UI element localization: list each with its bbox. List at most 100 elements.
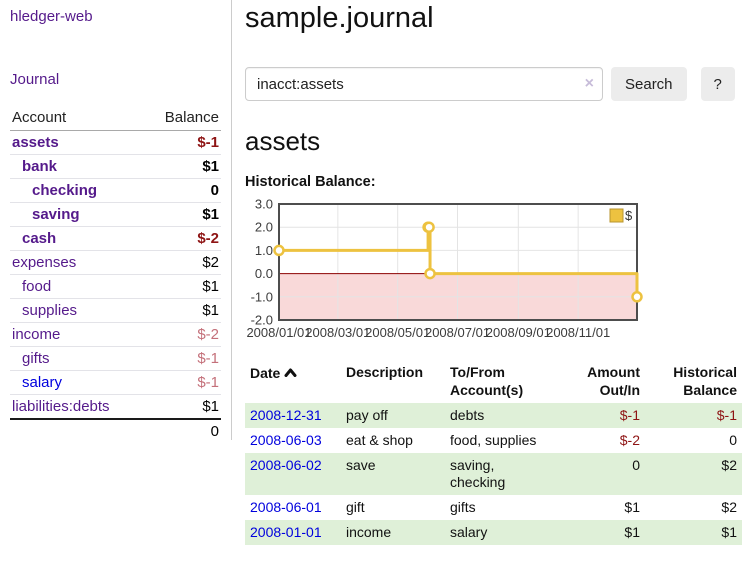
transaction-date-link[interactable]: 2008-01-01	[250, 524, 322, 540]
register-amount-cell: $1	[557, 520, 645, 545]
sidebar-account-row: saving $1	[10, 202, 221, 226]
register-amount-cell: $-2	[619, 432, 640, 448]
sidebar-account-link[interactable]: salary	[22, 374, 63, 391]
register-date-cell: 2008-06-03	[245, 428, 341, 453]
app-title-link[interactable]: hledger-web	[10, 8, 93, 25]
account-balance: $-1	[197, 134, 219, 151]
legend-swatch	[609, 208, 624, 223]
data-point-marker[interactable]	[273, 244, 285, 257]
transaction-date-link[interactable]: 2008-06-03	[250, 432, 322, 448]
transaction-date-link[interactable]: 2008-06-01	[250, 499, 322, 515]
clear-search-icon[interactable]: ×	[584, 75, 594, 92]
sidebar-account-link[interactable]: food	[22, 278, 52, 295]
transaction-date-link[interactable]: 2008-06-02	[250, 457, 322, 473]
balance-column-header: Balance	[164, 109, 219, 126]
chart-container: $3.0 2.0 1.0 0.0 -1.0 -2.0 2008/01/01 2008/03/0…	[245, 197, 742, 346]
register-date-cell: 2008-06-02	[245, 453, 341, 495]
help-button[interactable]: ?	[700, 67, 735, 101]
sidebar-account-row: supplies $1	[10, 298, 221, 322]
sidebar-account-link[interactable]: supplies	[22, 302, 78, 319]
column-header-accounts: To/From Account(s)	[450, 364, 524, 398]
account-balance: $-1	[197, 350, 219, 367]
register-accounts-cell: gifts	[450, 499, 476, 515]
register-row: 2008-06-02 save saving, checking 0 $2	[245, 453, 742, 495]
register-row: 2008-12-31 pay off debts $-1 $-1	[245, 403, 742, 428]
account-column-header: Account	[12, 109, 67, 126]
register-accounts-cell: debts	[445, 403, 557, 428]
sidebar-account-row: cash $-2	[10, 226, 221, 250]
sidebar-account-link[interactable]: assets	[12, 134, 59, 151]
sidebar-account-link[interactable]: income	[12, 326, 61, 343]
accounts-panel: Account Balance assets $-1 bank $1 checking 0…	[10, 107, 221, 443]
sidebar-account-row: expenses $2	[10, 250, 221, 274]
register-amount-cell: 0	[557, 453, 645, 495]
account-balance: $1	[202, 278, 219, 295]
data-point-marker[interactable]	[423, 221, 435, 233]
register-header-row: Date Description To/From Account(s) Amou…	[245, 361, 742, 403]
register-amount-cell: $1	[624, 499, 640, 515]
x-axis-tick-label: 2008/11/01	[546, 325, 610, 340]
transaction-date-link[interactable]: 2008-12-31	[250, 407, 322, 423]
register-accounts-cell: food, supplies	[450, 432, 537, 448]
y-axis-tick-label: 1.0	[255, 243, 273, 258]
register-date-cell: 2008-01-01	[245, 520, 341, 545]
sidebar-account-link[interactable]: liabilities:debts	[12, 398, 110, 415]
sidebar-account-link[interactable]: cash	[22, 230, 57, 247]
y-axis-tick-label: 0.0	[255, 266, 273, 281]
register-balance-cell: 0	[729, 432, 737, 448]
sidebar-account-row: checking 0	[10, 178, 221, 202]
chart-title: Historical Balance:	[245, 174, 376, 190]
column-header-description: Description	[346, 364, 424, 380]
sidebar-account-row: salary $-1	[10, 370, 221, 394]
accounts-total-row: 0	[10, 418, 221, 443]
account-balance: 0	[210, 182, 219, 199]
data-point-marker[interactable]	[631, 291, 643, 303]
sidebar-account-row: food $1	[10, 274, 221, 298]
register-description-cell: gift	[346, 499, 365, 515]
search-input[interactable]	[245, 67, 603, 101]
x-axis-tick-label: 2008/03/01	[305, 325, 370, 340]
sidebar-account-link[interactable]: gifts	[22, 350, 50, 367]
account-balance: $1	[202, 158, 219, 175]
account-balance: $-1	[197, 374, 219, 391]
y-axis-tick-label: -1.0	[251, 289, 273, 304]
nav-journal: Journal	[10, 71, 221, 88]
register-description-cell: pay off	[341, 403, 445, 428]
sidebar-account-row: bank $1	[10, 154, 221, 178]
sidebar-account-link[interactable]: bank	[22, 158, 58, 175]
register-balance-cell: $1	[645, 520, 742, 545]
balance-chart[interactable]: $3.0 2.0 1.0 0.0 -1.0 -2.02008/01/012008/03/0…	[245, 197, 742, 343]
y-axis-tick-label: -2.0	[251, 313, 273, 328]
column-header-balance: Historical Balance	[673, 364, 737, 398]
account-balance: $-2	[197, 326, 219, 343]
register-date-cell: 2008-12-31	[245, 403, 341, 428]
account-balance: $1	[202, 398, 219, 415]
register-table: Date Description To/From Account(s) Amou…	[245, 361, 742, 545]
app-title: hledger-web	[10, 8, 221, 25]
sidebar-account-link[interactable]: saving	[32, 206, 80, 223]
register-date-cell: 2008-06-01	[245, 495, 341, 520]
data-point-marker[interactable]	[424, 267, 436, 280]
y-axis-tick-label: 2.0	[255, 220, 273, 235]
register-balance-cell: $2	[721, 499, 737, 515]
journal-link[interactable]: Journal	[10, 71, 60, 88]
register-row: 2008-01-01 income salary $1 $1	[245, 520, 742, 545]
x-axis-tick-label: 2008/05/01	[365, 325, 430, 340]
search-button[interactable]: Search	[611, 67, 687, 101]
account-balance: $1	[202, 302, 219, 319]
sidebar-account-link[interactable]: expenses	[12, 254, 77, 271]
account-balance: $2	[202, 254, 219, 271]
column-header-date[interactable]: Date	[245, 361, 341, 403]
plot-border	[278, 203, 638, 321]
register-amount-cell: $-1	[557, 403, 645, 428]
main-content: sample.journal × Search ? assets Histori…	[245, 0, 742, 545]
sidebar-account-row: income $-2	[10, 322, 221, 346]
x-axis-tick-label: 2008/07/01	[425, 325, 490, 340]
accounts-total-value: 0	[210, 423, 219, 440]
y-axis-tick-label: 3.0	[255, 198, 273, 212]
register-accounts-cell: salary	[445, 520, 557, 545]
sidebar-account-link[interactable]: checking	[32, 182, 98, 199]
legend-label: $	[625, 208, 633, 223]
register-description-cell: eat & shop	[346, 432, 413, 448]
sidebar-account-row: gifts $-1	[10, 346, 221, 370]
